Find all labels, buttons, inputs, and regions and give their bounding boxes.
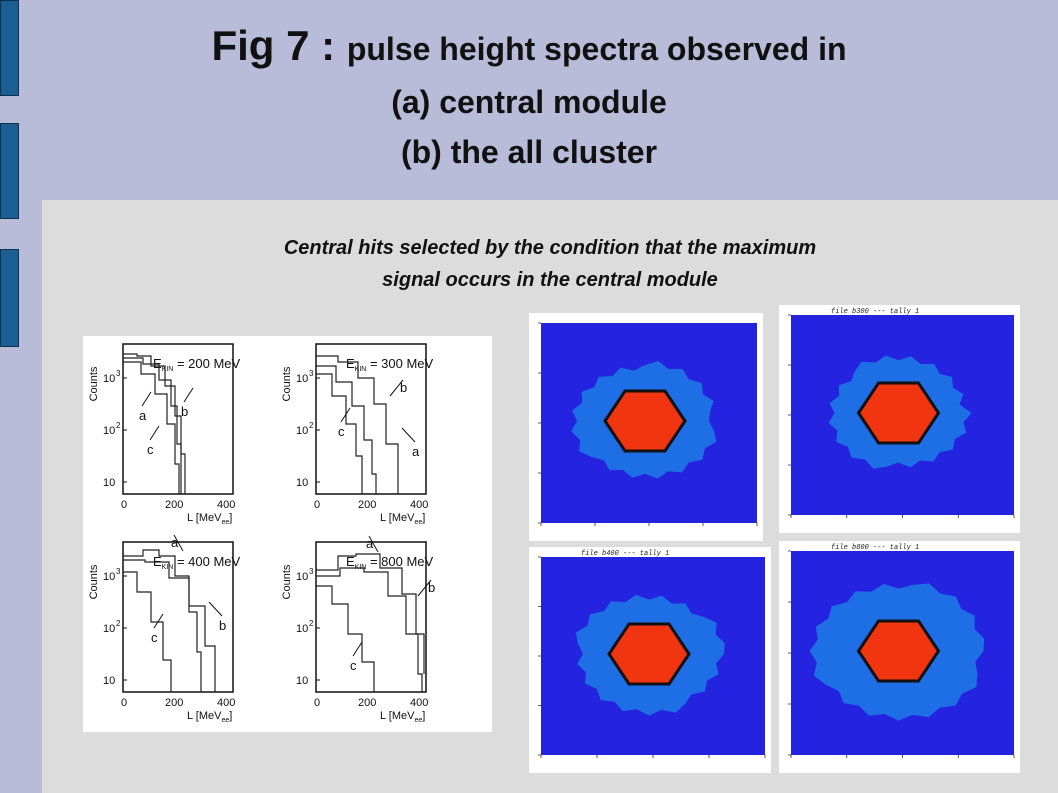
spectrum-xtick: 200 <box>165 697 183 709</box>
heatmap-200 <box>529 313 763 541</box>
spectrum-curve <box>316 373 363 494</box>
spectrum-energy-label: EKIN = 300 MeV <box>346 356 434 373</box>
title-line-3: (b) the all cluster <box>400 134 658 170</box>
spectra-figure: Counts 10 3 10 2 10 0 200 400 L [MeVee] EKIN = 200… <box>83 336 492 732</box>
spectrum-curve-label: b <box>181 404 188 419</box>
heatmap-core <box>603 389 687 453</box>
spectrum-xlabel: L [MeVee] <box>187 710 232 724</box>
spectrum-curve <box>316 365 377 494</box>
spectrum-xtick: 0 <box>314 499 320 511</box>
spectrum-frame <box>315 343 427 495</box>
spectrum-curve-label: a <box>366 536 374 551</box>
heatmap-core <box>856 619 941 683</box>
spectrum-xtick: 400 <box>410 697 428 709</box>
spectrum-ytick-exp: 3 <box>116 369 121 378</box>
spectrum-curve <box>123 571 172 692</box>
spectrum-curve-label: a <box>412 444 420 459</box>
caption-line-1: Central hits selected by the condition t… <box>283 237 817 259</box>
spectrum-ylabel: Counts <box>281 564 293 599</box>
spectrum-curve <box>123 361 180 494</box>
spectrum-curve <box>316 585 375 692</box>
caption-line-2: signal occurs in the central module <box>382 269 718 291</box>
spectrum-curve <box>123 357 182 494</box>
spectrum-curve <box>123 549 202 692</box>
spectrum-ytick: 10 <box>103 425 115 437</box>
spectrum-ytick: 10 <box>296 571 308 583</box>
spectrum-ytick-exp: 2 <box>309 619 314 628</box>
heatmap-header: file b400 --- tally 1 <box>581 550 669 558</box>
heatmap-header: file b300 --- tally 1 <box>831 308 919 316</box>
spectrum-curve-label: a <box>171 535 179 550</box>
spectrum-curve-label: c <box>350 658 357 673</box>
page-title: Fig 7 : pulse height spectra observed in <box>0 22 1058 70</box>
spectrum-ylabel: Counts <box>88 564 100 599</box>
heatmap-400: file b400 --- tally 1 <box>529 547 771 773</box>
heatmap-core <box>607 622 691 686</box>
spectrum-curve-label: b <box>428 580 435 595</box>
spectrum-xtick: 0 <box>314 697 320 709</box>
heatmap-300: file b300 --- tally 1 <box>779 305 1020 533</box>
spectrum-xtick: 400 <box>410 499 428 511</box>
spectrum-curve-label: b <box>219 618 226 633</box>
title-prefix: Fig 7 : <box>211 22 347 69</box>
heatmap-header: file b800 --- tally 1 <box>831 544 919 552</box>
spectrum-xtick: 0 <box>121 697 127 709</box>
spectrum-curve-label: c <box>338 424 345 439</box>
side-tab-3 <box>0 249 19 347</box>
spectrum-ytick: 10 <box>296 373 308 385</box>
spectrum-xtick: 200 <box>358 697 376 709</box>
spectrum-ytick: 10 <box>103 477 115 489</box>
spectrum-curve <box>316 567 423 692</box>
spectrum-ylabel: Counts <box>88 366 100 401</box>
spectrum-xtick: 400 <box>217 697 235 709</box>
spectrum-ytick: 10 <box>296 623 308 635</box>
spectrum-ytick: 10 <box>103 373 115 385</box>
spectrum-ytick-exp: 2 <box>116 421 121 430</box>
spectrum-ytick: 10 <box>296 477 308 489</box>
spectrum-curve <box>123 559 216 692</box>
title-rest: pulse height spectra observed in <box>346 31 847 67</box>
spectrum-xlabel: L [MeVee] <box>380 512 425 526</box>
heatmap-800: file b800 --- tally 1 <box>779 541 1020 773</box>
spectrum-ytick-exp: 3 <box>309 369 314 378</box>
spectrum-curve-label: b <box>400 380 407 395</box>
spectrum-xtick: 200 <box>165 499 183 511</box>
spectrum-ytick: 10 <box>103 623 115 635</box>
spectrum-xtick: 200 <box>358 499 376 511</box>
spectrum-xlabel: L [MeVee] <box>187 512 232 526</box>
spectrum-ylabel: Counts <box>281 366 293 401</box>
spectrum-xlabel: L [MeVee] <box>380 710 425 724</box>
title-line-2: (a) central module <box>391 84 667 120</box>
spectrum-frame <box>315 541 427 693</box>
spectrum-curve-label: a <box>139 408 147 423</box>
spectrum-curve-label: c <box>151 630 158 645</box>
spectrum-curve-label: c <box>147 442 154 457</box>
heatmap-core <box>856 381 941 445</box>
side-tab-2 <box>0 123 19 219</box>
spectrum-ytick: 10 <box>103 675 115 687</box>
spectrum-ytick-exp: 3 <box>116 567 121 576</box>
side-tab-1 <box>0 0 19 96</box>
spectrum-xtick: 0 <box>121 499 127 511</box>
spectrum-ytick-exp: 2 <box>116 619 121 628</box>
spectrum-ytick: 10 <box>296 675 308 687</box>
spectrum-curve <box>316 355 399 494</box>
spectrum-ytick-exp: 2 <box>309 421 314 430</box>
spectrum-ytick: 10 <box>296 425 308 437</box>
spectrum-ytick: 10 <box>103 571 115 583</box>
spectrum-xtick: 400 <box>217 499 235 511</box>
spectrum-ytick-exp: 3 <box>309 567 314 576</box>
